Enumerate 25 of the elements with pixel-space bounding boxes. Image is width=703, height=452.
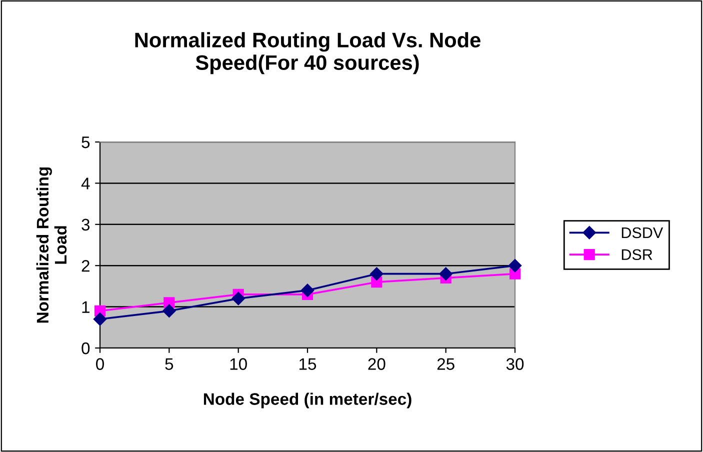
x-tick-label: 20 [368, 358, 386, 370]
x-tick-label: 10 [230, 358, 247, 370]
y-tick-label: 3 [82, 218, 90, 231]
point [508, 259, 522, 272]
x-tick-label: 30 [506, 358, 524, 370]
point [232, 292, 245, 306]
point [162, 304, 176, 318]
legend-label: DSR [622, 249, 652, 260]
legend-label: DSDV [622, 227, 664, 238]
x-tick-label: 5 [165, 358, 174, 370]
x-tick-label: 0 [96, 358, 104, 370]
x-tick-label: 15 [300, 358, 316, 370]
y-tick-label: 2 [82, 260, 90, 272]
x-axis-title: Node Speed (in meter/sec) [204, 392, 412, 408]
y-tick-label: 4 [81, 178, 90, 190]
point [439, 267, 452, 280]
y-tick-label: 0 [82, 342, 90, 354]
chart-title: Normalized Routing Load Vs. Node Speed(For 40 sources) [135, 32, 480, 74]
point [300, 284, 314, 297]
point [370, 267, 384, 280]
y-tick-label: 1 [82, 301, 90, 313]
y-axis-title: Normalized Routing Load [36, 167, 67, 323]
x-tick-label: 25 [437, 358, 454, 370]
point [93, 312, 107, 326]
y-tick-label: 5 [82, 136, 90, 148]
